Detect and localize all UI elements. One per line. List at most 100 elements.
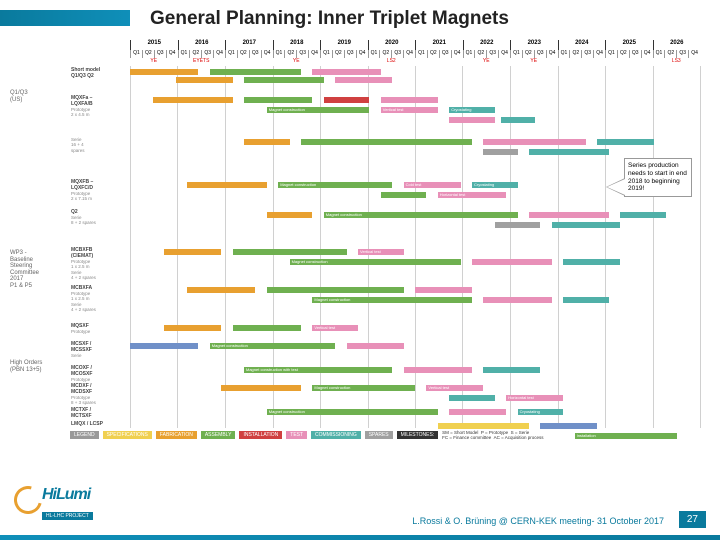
quarter-label: Q4 <box>688 50 700 58</box>
gantt-bar: Magnet construction <box>312 385 415 391</box>
row-label: MCOXF /MCOSXFPrototype <box>70 364 128 383</box>
footer-text: L.Rossi & O. Brüning @ CERN-KEK meeting-… <box>412 516 664 526</box>
gantt-row: Magnet construction <box>130 342 700 351</box>
gantt-bar: Magnet construction <box>267 107 370 113</box>
logo: HiLumi HL-LHC PROJECT <box>14 486 114 526</box>
row-label: Serie16 + 4spares <box>70 136 128 154</box>
gantt-bar <box>187 182 267 188</box>
quarter-label: Q4 <box>546 50 558 58</box>
year-label: 2015 <box>130 40 178 50</box>
row-labels: Short modelQ1/Q3 Q2MQXFa –LQXFA/BPrototy… <box>70 66 130 428</box>
gantt-bar: Vertical test <box>426 385 483 391</box>
legend-item: SPECIFICATIONS <box>103 431 152 439</box>
gantt-bar <box>347 343 404 349</box>
gantt-bar <box>540 423 597 429</box>
year-label: 2021 <box>415 40 463 50</box>
quarter-label: Q2 <box>284 50 296 58</box>
gantt-row <box>130 286 700 295</box>
gantt-bar: Cryostating <box>518 409 564 415</box>
gantt-bar: Magnet construction <box>210 343 335 349</box>
yend-label <box>320 58 368 66</box>
quarter-label: Q1 <box>273 50 285 58</box>
gantt-bar: Vertical test <box>312 325 358 331</box>
gantt-bar <box>244 139 290 145</box>
gantt-row: Magnet construction with test <box>130 366 700 375</box>
legend-notes: SM = Short Model P = Prototype S = Serie… <box>442 430 543 440</box>
gantt-bar <box>176 77 233 83</box>
quarter-label: Q3 <box>486 50 498 58</box>
quarter-label: Q1 <box>225 50 237 58</box>
gantt-bar <box>529 149 609 155</box>
quarter-label: Q3 <box>344 50 356 58</box>
gantt-bar <box>449 395 495 401</box>
gantt-bar <box>449 409 506 415</box>
gantt-bar: Magnet construction <box>290 259 461 265</box>
side-label: Q1/Q3(US) <box>10 90 65 103</box>
row-label: MQXFB –LQXFC/DPrototype2 x 7.15 m <box>70 178 128 203</box>
gantt-bar <box>381 192 427 198</box>
gantt-bar <box>438 423 529 429</box>
gantt-row <box>130 76 700 85</box>
quarter-label: Q1 <box>415 50 427 58</box>
row-label: MCDXF /MCDSXFPrototype8 + 3 spares <box>70 382 128 407</box>
page-number: 27 <box>679 511 706 528</box>
gantt-bar <box>483 149 517 155</box>
year-label: 2025 <box>605 40 653 50</box>
gantt-bar: Magnet construction <box>324 212 518 218</box>
gantt-row <box>130 116 700 125</box>
gantt-row: Magnet constructionVertical testCryostat… <box>130 106 700 115</box>
bottom-stripe <box>0 535 720 540</box>
gantt-bar: Cryostating <box>472 182 518 188</box>
quarter-label: Q2 <box>664 50 676 58</box>
gantt-bar <box>495 222 541 228</box>
gantt-chart: 2015201620172018201920202021202220232024… <box>70 40 700 440</box>
year-header: 2015201620172018201920202021202220232024… <box>130 40 700 50</box>
gantt-bar <box>233 325 301 331</box>
gantt-bar: Horizontal test <box>438 192 506 198</box>
legend: LEGENDSPECIFICATIONSFABRICATIONASSEMBLYI… <box>70 430 700 440</box>
gantt-row: Magnet construction <box>130 211 700 220</box>
year-label: 2023 <box>510 40 558 50</box>
gantt-bar <box>187 287 255 293</box>
row-label: MCBXFAPrototype1 x 2.5 mSerie4 + 2 spare… <box>70 284 128 314</box>
gantt-bar <box>233 249 347 255</box>
gantt-bar <box>301 139 472 145</box>
gridline <box>700 66 701 428</box>
gantt-bar: Magnet construction <box>278 182 392 188</box>
quarter-label: Q3 <box>249 50 261 58</box>
quarter-label: Q2 <box>142 50 154 58</box>
year-label: 2024 <box>558 40 606 50</box>
yend-label <box>415 58 463 66</box>
quarter-label: Q1 <box>510 50 522 58</box>
yend-label: YE <box>510 58 558 66</box>
quarter-label: Q1 <box>605 50 617 58</box>
quarter-label: Q1 <box>463 50 475 58</box>
page-title: General Planning: Inner Triplet Magnets <box>150 8 509 30</box>
quarter-label: Q1 <box>320 50 332 58</box>
quarter-label: Q4 <box>166 50 178 58</box>
quarter-header: Q1Q2Q3Q4Q1Q2Q3Q4Q1Q2Q3Q4Q1Q2Q3Q4Q1Q2Q3Q4… <box>130 50 700 58</box>
gantt-bar: Cold test <box>404 182 461 188</box>
gantt-bar <box>324 97 370 103</box>
legend-item: LEGEND <box>70 431 99 439</box>
gantt-bar: Vertical test <box>381 107 438 113</box>
quarter-label: Q2 <box>617 50 629 58</box>
quarter-label: Q1 <box>653 50 665 58</box>
quarter-label: Q2 <box>474 50 486 58</box>
gantt-bar <box>472 259 552 265</box>
quarter-label: Q2 <box>427 50 439 58</box>
quarter-label: Q4 <box>641 50 653 58</box>
quarter-label: Q2 <box>332 50 344 58</box>
gantt-bar <box>483 139 586 145</box>
quarter-label: Q1 <box>130 50 142 58</box>
yend-label: EYETS <box>178 58 226 66</box>
side-label: WP3 -BaselineSteeringCommittee2017P1 & P… <box>10 250 65 290</box>
quarter-label: Q3 <box>391 50 403 58</box>
gantt-bar <box>335 77 392 83</box>
year-label: 2026 <box>653 40 701 50</box>
quarter-label: Q4 <box>403 50 415 58</box>
gantt-bar <box>563 259 620 265</box>
legend-item: TEST <box>286 431 307 439</box>
quarter-label: Q3 <box>201 50 213 58</box>
quarter-label: Q4 <box>261 50 273 58</box>
